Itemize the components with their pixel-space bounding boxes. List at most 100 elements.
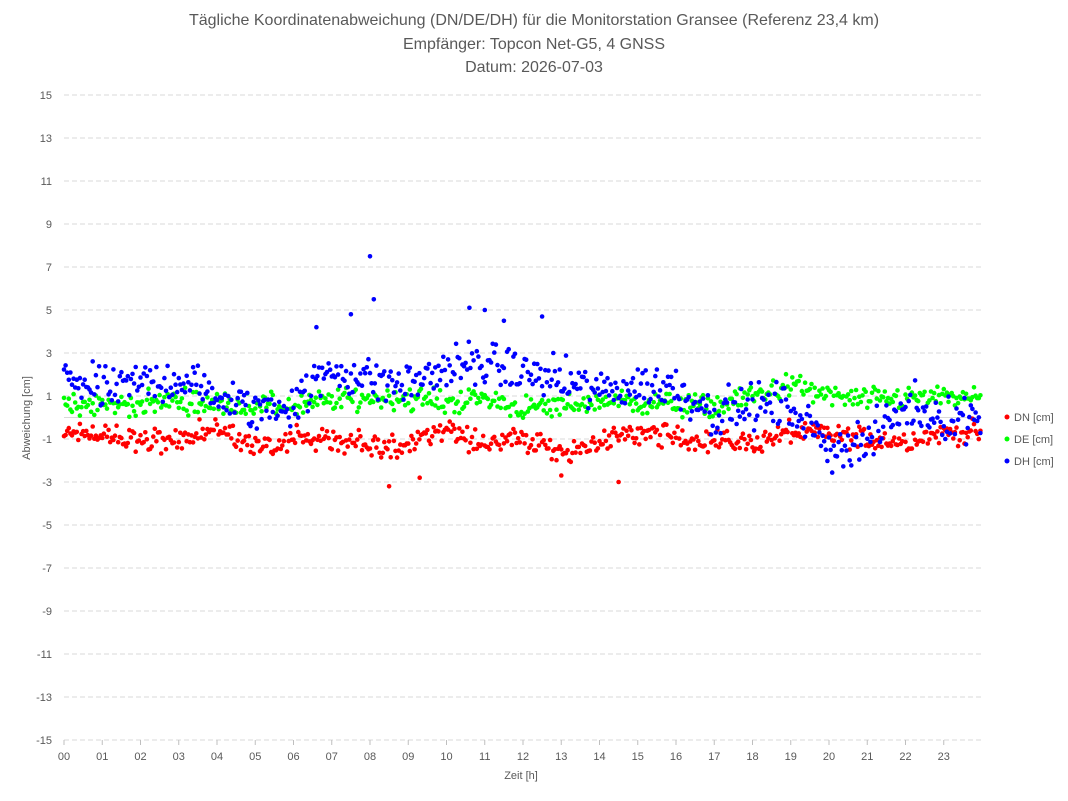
data-point <box>143 365 148 370</box>
data-point <box>692 399 698 405</box>
data-point <box>492 398 497 404</box>
data-point <box>151 379 156 384</box>
data-point <box>884 403 889 408</box>
data-point <box>672 430 677 436</box>
data-point <box>407 387 413 392</box>
data-point <box>973 410 978 415</box>
data-point <box>174 389 180 395</box>
data-point <box>251 411 256 416</box>
data-point <box>428 441 433 447</box>
data-point <box>101 431 107 437</box>
data-point <box>809 381 814 387</box>
data-point <box>464 424 470 430</box>
data-point <box>691 437 696 442</box>
data-point <box>162 394 167 400</box>
data-point <box>876 388 881 394</box>
data-point <box>802 420 808 426</box>
data-point <box>69 382 75 388</box>
y-tick-label: 11 <box>41 176 52 188</box>
data-point <box>364 365 370 370</box>
data-point <box>442 410 448 416</box>
data-point <box>146 391 151 397</box>
data-point <box>253 406 258 411</box>
data-point <box>632 440 637 446</box>
data-point <box>343 368 349 374</box>
data-point <box>214 422 220 427</box>
data-point <box>103 364 108 369</box>
data-point <box>820 386 825 391</box>
data-point <box>611 397 617 403</box>
data-point <box>429 434 435 439</box>
data-point <box>437 377 443 383</box>
data-point <box>536 443 542 448</box>
data-point <box>538 431 543 437</box>
data-point <box>436 429 441 434</box>
y-tick-label: 1 <box>46 391 52 403</box>
data-point <box>748 437 754 443</box>
data-point <box>624 381 629 387</box>
data-point <box>796 378 801 384</box>
data-point <box>943 436 948 442</box>
data-point <box>565 447 570 453</box>
data-point <box>229 397 234 403</box>
data-point <box>611 401 617 406</box>
data-point <box>128 435 134 440</box>
data-point <box>747 433 752 439</box>
x-tick-label: 07 <box>326 751 338 763</box>
y-tick-label: -11 <box>37 649 52 661</box>
data-point <box>362 370 368 376</box>
data-point <box>503 379 508 385</box>
data-point <box>651 399 656 405</box>
data-point <box>857 424 862 430</box>
data-point <box>131 430 137 436</box>
data-point <box>374 445 379 450</box>
data-point <box>931 390 937 396</box>
data-point <box>111 367 116 372</box>
data-point <box>375 437 381 442</box>
data-point <box>253 395 258 401</box>
data-point <box>390 401 395 407</box>
data-point <box>732 446 738 452</box>
x-tick-label: 02 <box>134 751 146 763</box>
data-point <box>523 432 529 438</box>
data-point <box>774 433 779 439</box>
data-point <box>667 391 672 397</box>
data-point <box>216 404 221 409</box>
data-point <box>865 405 870 411</box>
data-point <box>382 439 387 445</box>
data-point <box>923 429 929 435</box>
data-point <box>79 404 84 410</box>
data-point <box>133 413 138 419</box>
data-point <box>281 403 287 409</box>
data-point <box>831 443 837 449</box>
data-point <box>912 378 918 383</box>
data-point <box>823 393 829 399</box>
data-point <box>606 433 612 438</box>
data-point <box>342 378 347 384</box>
data-point <box>818 392 824 397</box>
data-point <box>482 307 488 313</box>
data-point <box>334 364 339 369</box>
data-point <box>482 379 488 385</box>
data-point <box>806 403 811 409</box>
data-point <box>152 426 158 432</box>
data-point <box>358 434 363 439</box>
data-point <box>734 391 739 397</box>
data-point <box>76 437 81 443</box>
data-point <box>732 400 738 405</box>
data-point <box>294 386 300 392</box>
data-point <box>826 435 832 440</box>
data-point <box>582 369 588 375</box>
data-point <box>468 396 473 402</box>
data-point <box>592 407 597 412</box>
data-point <box>276 399 282 405</box>
data-point <box>710 414 715 419</box>
data-point <box>525 450 531 456</box>
data-point <box>109 398 115 403</box>
x-tick-label: 17 <box>708 751 720 763</box>
data-point <box>316 433 322 439</box>
data-point <box>729 417 735 422</box>
data-point <box>528 397 534 402</box>
data-point <box>227 411 233 416</box>
data-point <box>200 426 205 432</box>
